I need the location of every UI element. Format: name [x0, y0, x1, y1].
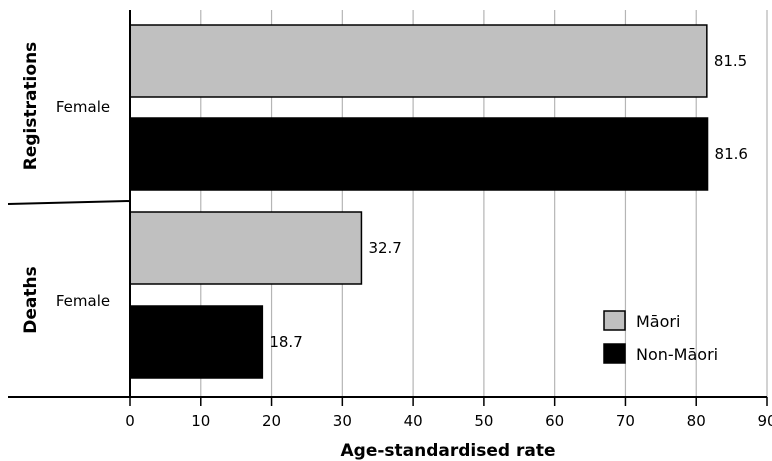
labels: 81.5 32.7 81.6 18.7 0 10 20 30 40 50 60 70 80 90 Age-s… [21, 42, 772, 461]
category-label: Female [56, 98, 110, 116]
x-tick-label: 80 [687, 412, 706, 430]
bar-deaths-non-maori [129, 305, 264, 379]
x-tick-label: 20 [262, 412, 281, 430]
data-label: 18.7 [269, 333, 302, 351]
data-label: 81.5 [714, 52, 747, 70]
legend-label: Māori [636, 312, 680, 331]
group-label-deaths: Deaths [21, 266, 41, 333]
axes [7, 10, 768, 406]
data-label: 81.6 [715, 145, 748, 163]
x-tick-label: 40 [404, 412, 423, 430]
bar-registrations-non-maori [129, 117, 709, 191]
bar-deaths-maori [129, 211, 363, 285]
data-label: 32.7 [368, 239, 401, 257]
x-tick-label: 50 [474, 412, 493, 430]
bar-registrations-maori [129, 24, 708, 98]
legend: Māori Non-Māori [603, 310, 718, 364]
legend-swatch-non-maori [603, 343, 626, 364]
category-label: Female [56, 292, 110, 310]
bars [129, 24, 709, 379]
x-tick-label: 90 [757, 412, 772, 430]
x-tick-label: 30 [333, 412, 352, 430]
x-tick-label: 70 [616, 412, 635, 430]
x-tick-label: 10 [191, 412, 210, 430]
x-tick-label: 60 [545, 412, 564, 430]
group-divider [7, 200, 131, 205]
x-tick-label: 0 [125, 412, 135, 430]
legend-label: Non-Māori [636, 345, 718, 364]
group-label-registrations: Registrations [21, 42, 41, 171]
x-axis-title: Age-standardised rate [341, 441, 556, 461]
legend-swatch-maori [603, 310, 626, 331]
